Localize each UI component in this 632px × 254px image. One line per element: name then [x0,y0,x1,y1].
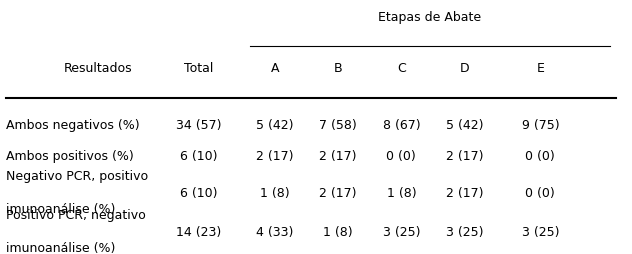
Text: 4 (33): 4 (33) [256,226,294,239]
Text: 0 (0): 0 (0) [386,150,416,163]
Text: 1 (8): 1 (8) [387,186,416,200]
Text: 34 (57): 34 (57) [176,119,222,132]
Text: 3 (25): 3 (25) [382,226,420,239]
Text: 2 (17): 2 (17) [446,186,483,200]
Text: 3 (25): 3 (25) [521,226,559,239]
Text: 8 (67): 8 (67) [382,119,420,132]
Text: 5 (42): 5 (42) [446,119,483,132]
Text: A: A [270,62,279,75]
Text: Negativo PCR, positivo: Negativo PCR, positivo [6,170,149,183]
Text: 5 (42): 5 (42) [256,119,294,132]
Text: Etapas de Abate: Etapas de Abate [378,11,482,24]
Text: Total: Total [185,62,214,75]
Text: 6 (10): 6 (10) [180,150,218,163]
Text: D: D [459,62,470,75]
Text: 1 (8): 1 (8) [260,186,289,200]
Text: 7 (58): 7 (58) [319,119,357,132]
Text: 9 (75): 9 (75) [521,119,559,132]
Text: 0 (0): 0 (0) [525,150,556,163]
Text: 0 (0): 0 (0) [525,186,556,200]
Text: 14 (23): 14 (23) [176,226,222,239]
Text: 2 (17): 2 (17) [256,150,294,163]
Text: imunoanálise (%): imunoanálise (%) [6,203,116,216]
Text: 2 (17): 2 (17) [319,150,357,163]
Text: 3 (25): 3 (25) [446,226,483,239]
Text: B: B [334,62,343,75]
Text: imunoanálise (%): imunoanálise (%) [6,242,116,254]
Text: Positivo PCR, negativo: Positivo PCR, negativo [6,209,146,223]
Text: C: C [397,62,406,75]
Text: Ambos positivos (%): Ambos positivos (%) [6,150,134,163]
Text: E: E [537,62,544,75]
Text: 2 (17): 2 (17) [319,186,357,200]
Text: 6 (10): 6 (10) [180,186,218,200]
Text: 2 (17): 2 (17) [446,150,483,163]
Text: 1 (8): 1 (8) [324,226,353,239]
Text: Ambos negativos (%): Ambos negativos (%) [6,119,140,132]
Text: Resultados: Resultados [64,62,132,75]
